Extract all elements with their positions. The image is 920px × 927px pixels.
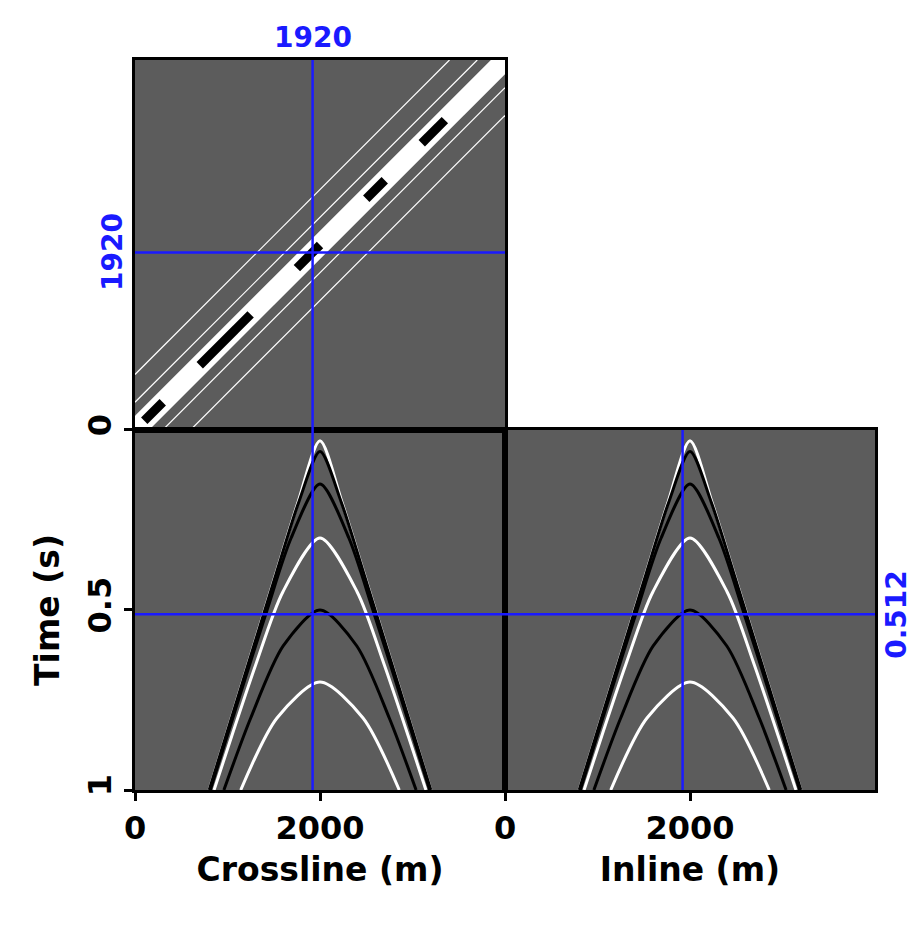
svg-text:Inline (m): Inline (m)	[600, 850, 780, 889]
svg-text:0.5: 0.5	[81, 577, 119, 634]
svg-text:0: 0	[81, 414, 119, 436]
svg-text:2000: 2000	[645, 809, 734, 847]
svg-text:1920: 1920	[96, 213, 129, 291]
svg-text:2000: 2000	[275, 809, 364, 847]
svg-text:0.512: 0.512	[880, 570, 913, 659]
svg-text:Time (s): Time (s)	[28, 534, 67, 686]
svg-text:0: 0	[494, 809, 516, 847]
svg-text:1920: 1920	[274, 21, 352, 54]
svg-text:1: 1	[81, 774, 119, 796]
svg-text:Crossline (m): Crossline (m)	[197, 850, 444, 889]
svg-text:0: 0	[124, 809, 146, 847]
